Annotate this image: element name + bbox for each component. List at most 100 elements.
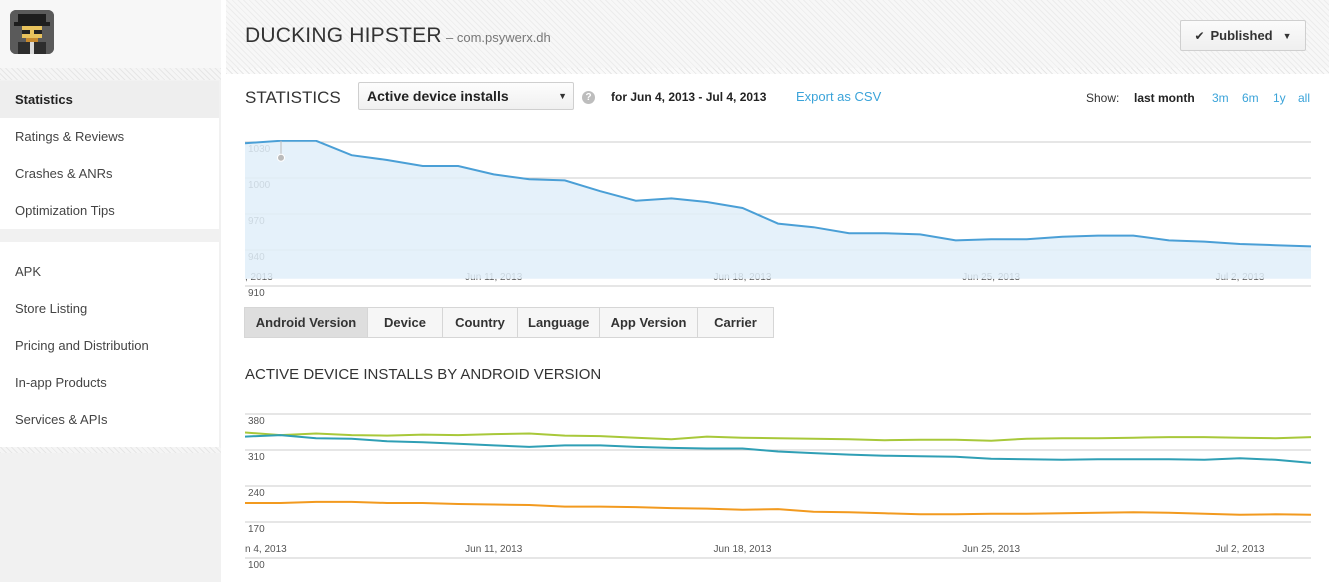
data-point[interactable]: [1023, 510, 1031, 518]
data-point[interactable]: [1094, 434, 1102, 442]
data-point[interactable]: [881, 509, 889, 517]
data-point[interactable]: [810, 449, 818, 457]
data-point[interactable]: [525, 443, 533, 451]
data-point[interactable]: [632, 503, 640, 511]
app-icon[interactable]: [10, 10, 54, 54]
data-point[interactable]: [1271, 510, 1279, 518]
data-point[interactable]: [667, 444, 675, 452]
data-point[interactable]: [774, 448, 782, 456]
data-point[interactable]: [774, 434, 782, 442]
data-point[interactable]: [1236, 454, 1244, 462]
data-point[interactable]: [1129, 455, 1137, 463]
data-point[interactable]: [1094, 232, 1102, 240]
data-point[interactable]: [916, 452, 924, 460]
data-point[interactable]: [454, 162, 462, 170]
data-point[interactable]: [383, 437, 391, 445]
metric-select[interactable]: Active device installs ▼: [358, 82, 574, 110]
data-point[interactable]: [1165, 509, 1173, 517]
data-point[interactable]: [845, 435, 853, 443]
data-point[interactable]: [881, 229, 889, 237]
data-point[interactable]: [525, 175, 533, 183]
data-point[interactable]: [738, 444, 746, 452]
data-point[interactable]: [383, 499, 391, 507]
data-point[interactable]: [810, 223, 818, 231]
data-point[interactable]: [987, 510, 995, 518]
data-point[interactable]: [245, 499, 249, 507]
data-point[interactable]: [667, 194, 675, 202]
data-point[interactable]: [419, 162, 427, 170]
data-point[interactable]: [1058, 509, 1066, 517]
data-point[interactable]: [738, 204, 746, 212]
data-point[interactable]: [1129, 232, 1137, 240]
data-point[interactable]: [525, 501, 533, 509]
data-point[interactable]: [952, 436, 960, 444]
data-point[interactable]: [419, 431, 427, 439]
data-point[interactable]: [703, 433, 711, 441]
data-point[interactable]: [383, 156, 391, 164]
data-point[interactable]: [881, 452, 889, 460]
data-point[interactable]: [1236, 240, 1244, 248]
data-point[interactable]: [277, 499, 285, 507]
data-point[interactable]: [454, 431, 462, 439]
data-point[interactable]: [703, 444, 711, 452]
data-point[interactable]: [632, 197, 640, 205]
data-point[interactable]: [952, 236, 960, 244]
data-point[interactable]: [1165, 455, 1173, 463]
data-point[interactable]: [1236, 511, 1244, 519]
data-point[interactable]: [561, 441, 569, 449]
data-point[interactable]: [916, 510, 924, 518]
data-point[interactable]: [490, 170, 498, 178]
data-point[interactable]: [1094, 509, 1102, 517]
data-point[interactable]: [845, 508, 853, 516]
data-point[interactable]: [738, 434, 746, 442]
data-point[interactable]: [1058, 456, 1066, 464]
tab-language[interactable]: Language: [518, 308, 600, 337]
data-point[interactable]: [561, 176, 569, 184]
data-point[interactable]: [490, 441, 498, 449]
nav-item-store-listing[interactable]: Store Listing: [15, 301, 88, 316]
data-point[interactable]: [490, 430, 498, 438]
data-point[interactable]: [1236, 434, 1244, 442]
data-point[interactable]: [810, 508, 818, 516]
nav-item-optimization-tips[interactable]: Optimization Tips: [15, 203, 115, 218]
data-point[interactable]: [312, 498, 320, 506]
data-point[interactable]: [561, 432, 569, 440]
data-point[interactable]: [632, 434, 640, 442]
data-point[interactable]: [596, 187, 604, 195]
data-point[interactable]: [810, 435, 818, 443]
help-icon[interactable]: ?: [582, 91, 595, 104]
nav-item-pricing-distribution[interactable]: Pricing and Distribution: [15, 338, 149, 353]
data-point[interactable]: [1058, 233, 1066, 241]
data-point[interactable]: [1307, 459, 1311, 467]
data-point[interactable]: [312, 434, 320, 442]
data-point[interactable]: [916, 436, 924, 444]
data-point[interactable]: [916, 230, 924, 238]
nav-item-in-app-products[interactable]: In-app Products: [15, 375, 107, 390]
nav-item-ratings-reviews[interactable]: Ratings & Reviews: [15, 129, 125, 144]
data-point[interactable]: [987, 235, 995, 243]
data-point[interactable]: [348, 151, 356, 159]
data-point[interactable]: [987, 437, 995, 445]
tab-app-version[interactable]: App Version: [600, 308, 698, 337]
data-point[interactable]: [348, 498, 356, 506]
data-point[interactable]: [952, 510, 960, 518]
data-point[interactable]: [1023, 235, 1031, 243]
data-point[interactable]: [1129, 434, 1137, 442]
data-point[interactable]: [1307, 433, 1311, 441]
data-point[interactable]: [454, 500, 462, 508]
nav-item-statistics[interactable]: Statistics: [0, 81, 219, 118]
data-point[interactable]: [952, 453, 960, 461]
data-point[interactable]: [1200, 433, 1208, 441]
data-point[interactable]: [1271, 456, 1279, 464]
hover-marker[interactable]: [277, 153, 285, 162]
data-point[interactable]: [596, 441, 604, 449]
data-point[interactable]: [419, 499, 427, 507]
data-point[interactable]: [1023, 455, 1031, 463]
published-status-button[interactable]: ✔ Published ▼: [1180, 20, 1306, 51]
data-point[interactable]: [277, 431, 285, 439]
data-point[interactable]: [348, 435, 356, 443]
data-point[interactable]: [1200, 238, 1208, 246]
data-point[interactable]: [845, 229, 853, 237]
data-point[interactable]: [667, 435, 675, 443]
data-point[interactable]: [738, 506, 746, 514]
